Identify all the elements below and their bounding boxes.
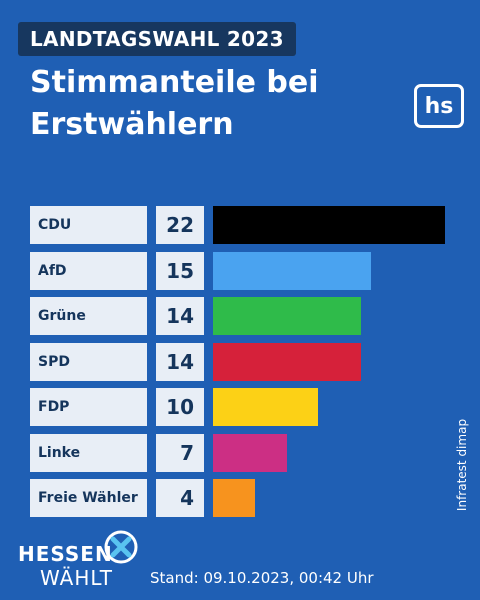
category-label: AfD xyxy=(30,252,147,290)
value-label: 4 xyxy=(156,479,204,517)
bar xyxy=(213,343,361,381)
bar xyxy=(213,297,361,335)
brand-line-1: HESSEN xyxy=(18,542,113,566)
source-label: Infratest dimap xyxy=(455,418,469,512)
bar xyxy=(213,388,318,426)
timestamp: Stand: 09.10.2023, 00:42 Uhr xyxy=(150,569,374,587)
hs-logo: hs xyxy=(414,84,464,128)
page-title: Stimmanteile bei Erstwählern xyxy=(30,62,319,146)
bar xyxy=(213,434,287,472)
brand-line-2: WÄHLT xyxy=(40,566,114,590)
value-label: 14 xyxy=(156,297,204,335)
value-label: 10 xyxy=(156,388,204,426)
category-label: Linke xyxy=(30,434,147,472)
category-label: SPD xyxy=(30,343,147,381)
bar xyxy=(213,252,371,290)
category-label: Grüne xyxy=(30,297,147,335)
value-label: 22 xyxy=(156,206,204,244)
bar xyxy=(213,479,255,517)
value-label: 14 xyxy=(156,343,204,381)
checkmark-cross-icon xyxy=(104,530,138,564)
title-line-2: Erstwählern xyxy=(30,107,234,142)
category-label: FDP xyxy=(30,388,147,426)
category-label: Freie Wähler xyxy=(30,479,147,517)
title-line-1: Stimmanteile bei xyxy=(30,65,319,100)
hessen-waehlt-logo: HESSEN WÄHLT xyxy=(18,530,148,590)
value-label: 15 xyxy=(156,252,204,290)
category-label: CDU xyxy=(30,206,147,244)
value-label: 7 xyxy=(156,434,204,472)
bar xyxy=(213,206,445,244)
kicker-badge: LANDTAGSWAHL 2023 xyxy=(18,22,296,56)
